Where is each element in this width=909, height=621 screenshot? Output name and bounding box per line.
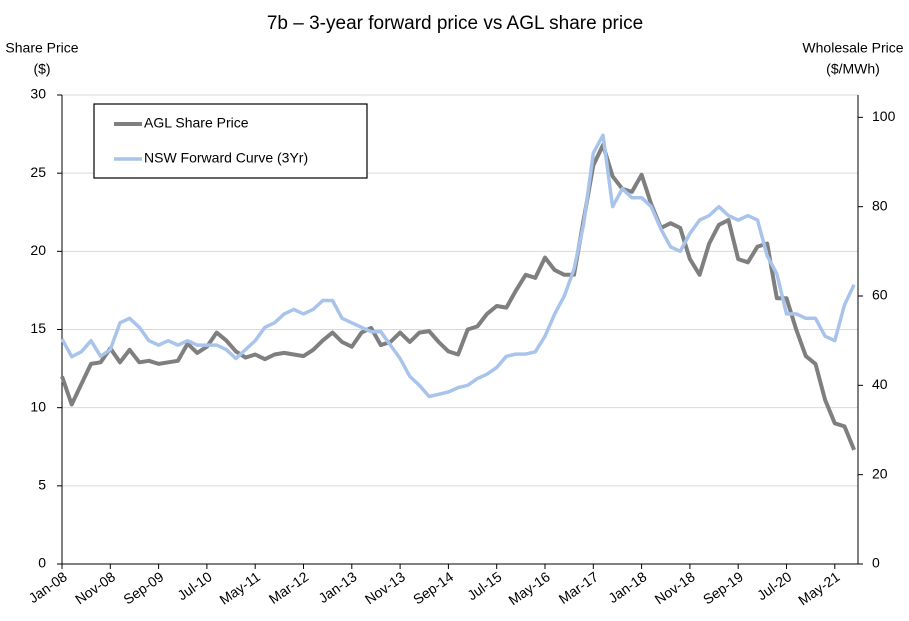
y2-axis-label: Wholesale Price: [802, 40, 903, 56]
legend-label: NSW Forward Curve (3Yr): [144, 150, 308, 166]
x-tick-label: May-21: [795, 568, 843, 608]
y-axis-label: Share Price: [5, 40, 78, 56]
y2-tick-label: 40: [872, 376, 888, 392]
x-tick-label: May-16: [505, 568, 553, 608]
x-tick-label: Nov-13: [362, 568, 408, 607]
y2-tick-label: 0: [872, 555, 880, 571]
x-tick-label: Nov-18: [652, 568, 698, 607]
x-tick-label: May-11: [216, 568, 263, 607]
y2-tick-label: 60: [872, 287, 888, 303]
y2-tick-label: 100: [872, 108, 896, 124]
y-tick-label: 25: [30, 164, 46, 180]
y-tick-label: 30: [30, 86, 46, 102]
y2-axis-label: ($/MWh): [826, 61, 880, 77]
line-series: [60, 143, 856, 451]
x-tick-label: Mar-17: [556, 568, 602, 607]
y2-tick-label: 20: [872, 465, 888, 481]
x-tick-label: Jan-08: [26, 568, 70, 606]
x-tick-label: Jul-20: [754, 568, 795, 603]
chart-title: 7b – 3-year forward price vs AGL share p…: [267, 13, 643, 34]
x-tick-label: Sep-14: [410, 568, 456, 607]
y-tick-label: 15: [30, 320, 46, 336]
x-tick-label: Mar-12: [266, 568, 312, 607]
legend-box: [93, 103, 368, 179]
x-tick-label: Sep-09: [120, 568, 166, 607]
y2-tick-label: 80: [872, 197, 888, 213]
legend-label: AGL Share Price: [144, 115, 249, 131]
x-tick-label: Jul-10: [174, 568, 215, 603]
y-axis-label: ($): [33, 61, 50, 77]
x-tick-label: Jan-18: [605, 568, 649, 606]
y-tick-label: 0: [38, 555, 46, 571]
y-tick-label: 10: [30, 398, 46, 414]
x-tick-label: Sep-19: [700, 568, 746, 607]
y-tick-label: 20: [30, 242, 46, 258]
x-tick-label: Nov-08: [72, 568, 118, 607]
x-tick-label: Jul-15: [464, 568, 505, 603]
x-tick-label: Jan-13: [315, 568, 359, 606]
line-series: [60, 133, 856, 399]
y-tick-label: 5: [38, 477, 46, 493]
